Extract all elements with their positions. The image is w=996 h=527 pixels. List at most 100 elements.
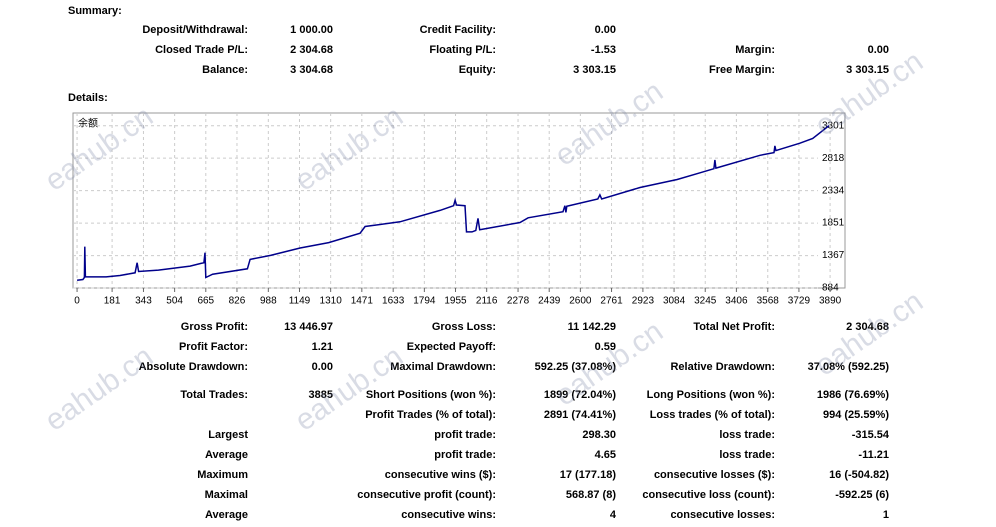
y-tick-label: 2334 [822, 185, 845, 196]
x-tick-label: 665 [197, 296, 214, 307]
field-label: Total Trades: [180, 389, 248, 401]
x-tick-label: 2761 [600, 296, 623, 307]
field-value: 17 (177.18) [560, 469, 617, 481]
x-tick-label: 343 [135, 296, 152, 307]
x-tick-label: 0 [74, 296, 80, 307]
field-value: 0.00 [312, 361, 333, 373]
field-label: Profit Trades (% of total): [365, 409, 496, 421]
field-label: Gross Profit: [181, 321, 248, 333]
field-label: Total Net Profit: [693, 321, 775, 333]
field-value: 3 303.15 [573, 64, 616, 76]
field-label: consecutive loss (count): [642, 489, 775, 501]
field-label: Short Positions (won %): [366, 389, 496, 401]
field-label: loss trade: [719, 449, 775, 461]
field-value: 3885 [309, 389, 333, 401]
field-value: -315.54 [852, 429, 890, 441]
watermark: eahub.cn [39, 340, 159, 438]
field-value: -1.53 [591, 44, 616, 56]
x-tick-label: 3568 [757, 296, 780, 307]
x-tick-label: 2116 [476, 296, 498, 307]
field-label: loss trade: [719, 429, 775, 441]
field-value: -592.25 (6) [835, 489, 889, 501]
balance-line [77, 125, 830, 281]
field-label: Closed Trade P/L: [155, 44, 248, 56]
field-value: 1 [883, 509, 889, 521]
field-value: 4.65 [595, 449, 616, 461]
field-value: 2 304.68 [846, 321, 889, 333]
x-tick-label: 1794 [413, 296, 436, 307]
field-label: Average [205, 449, 248, 461]
field-label: consecutive losses: [670, 509, 775, 521]
field-value: 592.25 (37.08%) [535, 361, 617, 373]
x-tick-label: 1955 [444, 296, 467, 307]
field-label: Maximal Drawdown: [390, 361, 496, 373]
field-value: 1 000.00 [290, 24, 333, 36]
field-label: consecutive wins ($): [385, 469, 496, 481]
x-tick-label: 1633 [382, 296, 405, 307]
x-tick-label: 3729 [788, 296, 811, 307]
field-value: 298.30 [582, 429, 616, 441]
x-tick-label: 2278 [507, 296, 530, 307]
x-tick-label: 988 [260, 296, 277, 307]
y-tick-label: 3301 [822, 120, 845, 131]
field-value: 0.59 [595, 341, 616, 353]
field-value: 1899 (72.04%) [544, 389, 616, 401]
field-value: 2 304.68 [290, 44, 333, 56]
field-value: 11 142.29 [568, 321, 616, 333]
y-tick-label: 1851 [822, 218, 845, 229]
field-value: 994 (25.59%) [823, 409, 889, 421]
field-label: consecutive wins: [401, 509, 496, 521]
field-label: Absolute Drawdown: [139, 361, 248, 373]
field-value: 0.00 [595, 24, 616, 36]
field-label: Loss trades (% of total): [650, 409, 775, 421]
field-value: 3 303.15 [846, 64, 889, 76]
field-value: 568.87 (8) [566, 489, 616, 501]
field-label: Long Positions (won %): [647, 389, 775, 401]
field-label: Balance: [202, 64, 248, 76]
chart-title: 余额 [78, 117, 98, 130]
field-label: Gross Loss: [432, 321, 496, 333]
details-title: Details: [68, 92, 108, 104]
y-tick-label: 1367 [822, 250, 845, 261]
field-value: 13 446.97 [284, 321, 333, 333]
field-label: Largest [208, 429, 248, 441]
field-label: Deposit/Withdrawal: [142, 24, 248, 36]
x-tick-label: 1471 [351, 296, 374, 307]
x-tick-label: 3245 [694, 296, 717, 307]
x-tick-label: 504 [166, 296, 183, 307]
field-value: -11.21 [858, 449, 889, 461]
field-label: Margin: [735, 44, 775, 56]
field-label: Average [205, 509, 248, 521]
field-label: Relative Drawdown: [670, 361, 775, 373]
watermark: eahub.cn [809, 45, 929, 143]
field-value: 37.08% (592.25) [808, 361, 890, 373]
x-tick-label: 2600 [569, 296, 592, 307]
field-value: 3 304.68 [290, 64, 333, 76]
field-label: Maximum [197, 469, 248, 481]
x-tick-label: 1149 [289, 296, 311, 307]
field-label: consecutive profit (count): [357, 489, 496, 501]
field-label: Equity: [459, 64, 496, 76]
summary-title: Summary: [68, 5, 122, 17]
field-value: 1.21 [312, 341, 333, 353]
field-value: 2891 (74.41%) [544, 409, 616, 421]
field-label: consecutive losses ($): [654, 469, 775, 481]
x-tick-label: 2439 [538, 296, 561, 307]
x-tick-label: 1310 [320, 296, 343, 307]
field-value: 1986 (76.69%) [817, 389, 889, 401]
x-tick-label: 826 [229, 296, 246, 307]
field-label: Free Margin: [709, 64, 775, 76]
x-tick-label: 3084 [663, 296, 686, 307]
field-label: profit trade: [434, 429, 496, 441]
field-value: 0.00 [868, 44, 889, 56]
field-label: Maximal [205, 489, 248, 501]
field-label: Floating P/L: [429, 44, 496, 56]
field-label: Expected Payoff: [407, 341, 496, 353]
field-value: 4 [610, 509, 617, 521]
field-label: profit trade: [434, 449, 496, 461]
x-tick-label: 3890 [819, 296, 842, 307]
field-label: Credit Facility: [420, 24, 496, 36]
x-tick-label: 2923 [632, 296, 655, 307]
x-tick-label: 181 [104, 296, 121, 307]
